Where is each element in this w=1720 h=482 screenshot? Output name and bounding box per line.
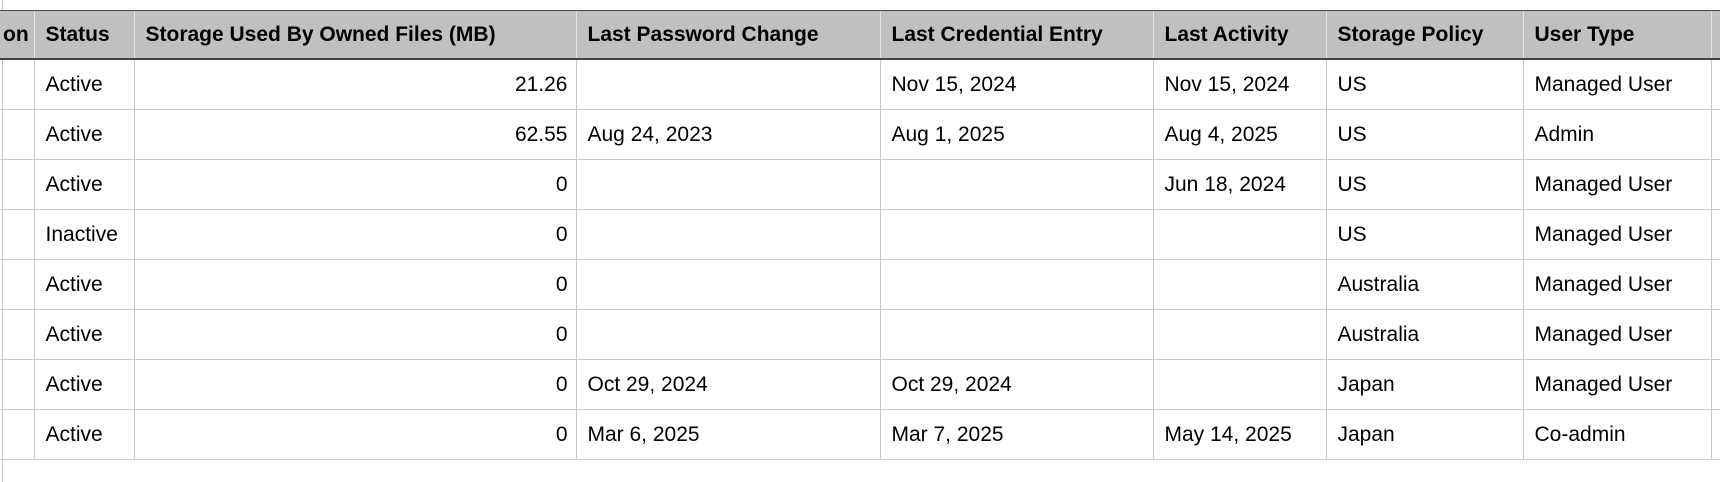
- cell-last-activity[interactable]: [1152, 309, 1327, 360]
- cell-storage-used[interactable]: 62.55: [133, 109, 577, 160]
- cell-storage-used[interactable]: 0: [133, 159, 577, 210]
- cell-last-password-change[interactable]: [575, 159, 881, 210]
- cell-storage-used[interactable]: 0: [133, 309, 577, 360]
- column-header-user-type[interactable]: User Type: [1522, 10, 1711, 60]
- column-header-next-sliver: [1710, 10, 1720, 60]
- cell-last-credential-entry[interactable]: [879, 259, 1154, 310]
- cell-status[interactable]: Active: [33, 109, 135, 160]
- cell-last-activity[interactable]: May 14, 2025: [1152, 409, 1327, 460]
- cell-next-column-sliver[interactable]: [1710, 209, 1720, 260]
- cell-last-password-change[interactable]: Aug 24, 2023: [575, 109, 881, 160]
- users-table: on Status Storage Used By Owned Files (M…: [0, 10, 1720, 460]
- cell-storage-policy[interactable]: Japan: [1325, 359, 1524, 410]
- cell-storage-used[interactable]: 0: [133, 209, 577, 260]
- cell-last-password-change[interactable]: [575, 309, 881, 360]
- cell-user-type[interactable]: Managed User: [1522, 159, 1712, 210]
- cell-last-credential-entry[interactable]: Aug 1, 2025: [879, 109, 1154, 160]
- cell-storage-policy[interactable]: Japan: [1325, 409, 1524, 460]
- cell-last-credential-entry[interactable]: Mar 7, 2025: [879, 409, 1154, 460]
- table-row[interactable]: Active 62.55 Aug 24, 2023 Aug 1, 2025 Aug 4,…: [0, 109, 1720, 160]
- cell-storage-policy[interactable]: Australia: [1325, 309, 1524, 360]
- cell-col-truncated[interactable]: [0, 58, 35, 110]
- cell-next-column-sliver[interactable]: [1710, 409, 1720, 460]
- cell-next-column-sliver[interactable]: [1710, 259, 1720, 310]
- column-header-last-password-change[interactable]: Last Password Change: [575, 10, 880, 60]
- cell-next-column-sliver[interactable]: [1710, 109, 1720, 160]
- cell-user-type[interactable]: Managed User: [1522, 259, 1712, 310]
- table-row[interactable]: Active 0 Jun 18, 2024 US Managed User: [0, 159, 1720, 210]
- cell-last-credential-entry[interactable]: [879, 209, 1154, 260]
- cell-last-activity[interactable]: Aug 4, 2025: [1152, 109, 1327, 160]
- cell-storage-policy[interactable]: Australia: [1325, 259, 1524, 310]
- cell-next-column-sliver[interactable]: [1710, 359, 1720, 410]
- cell-user-type[interactable]: Managed User: [1522, 359, 1712, 410]
- cell-storage-used[interactable]: 0: [133, 359, 577, 410]
- cell-last-credential-entry[interactable]: Oct 29, 2024: [879, 359, 1154, 410]
- cell-last-credential-entry[interactable]: [879, 159, 1154, 210]
- cell-col-truncated[interactable]: [0, 109, 35, 160]
- cell-status[interactable]: Active: [33, 359, 135, 410]
- cell-last-password-change[interactable]: Oct 29, 2024: [575, 359, 881, 410]
- cell-user-type[interactable]: Co-admin: [1522, 409, 1712, 460]
- cell-last-activity[interactable]: [1152, 359, 1327, 410]
- cell-next-column-sliver[interactable]: [1710, 309, 1720, 360]
- column-header-last-activity[interactable]: Last Activity: [1152, 10, 1326, 60]
- cell-storage-policy[interactable]: US: [1325, 209, 1524, 260]
- cell-next-column-sliver[interactable]: [1710, 58, 1720, 110]
- cell-status[interactable]: Active: [33, 159, 135, 210]
- cell-storage-used[interactable]: 0: [133, 409, 577, 460]
- cell-user-type[interactable]: Managed User: [1522, 209, 1712, 260]
- cell-last-password-change[interactable]: [575, 58, 881, 110]
- cell-last-activity[interactable]: Nov 15, 2024: [1152, 58, 1327, 110]
- table-row[interactable]: Active 0 Mar 6, 2025 Mar 7, 2025 May 14, 202…: [0, 409, 1720, 460]
- table-row[interactable]: Active 0 Australia Managed User: [0, 309, 1720, 360]
- table-header-row: on Status Storage Used By Owned Files (M…: [0, 10, 1720, 60]
- column-header-storage-policy[interactable]: Storage Policy: [1325, 10, 1523, 60]
- table-row[interactable]: Active 0 Oct 29, 2024 Oct 29, 2024 Japan Mana…: [0, 359, 1720, 410]
- cell-last-activity[interactable]: Jun 18, 2024: [1152, 159, 1327, 210]
- cell-user-type[interactable]: Admin: [1522, 109, 1712, 160]
- table-row[interactable]: Active 0 Australia Managed User: [0, 259, 1720, 310]
- column-header-status[interactable]: Status: [33, 10, 134, 60]
- cell-last-password-change[interactable]: Mar 6, 2025: [575, 409, 881, 460]
- cell-status[interactable]: Active: [33, 259, 135, 310]
- cell-col-truncated[interactable]: [0, 159, 35, 210]
- cell-storage-used[interactable]: 0: [133, 259, 577, 310]
- column-header-last-credential-entry[interactable]: Last Credential Entry: [879, 10, 1153, 60]
- cell-storage-policy[interactable]: US: [1325, 58, 1524, 110]
- cell-next-column-sliver[interactable]: [1710, 159, 1720, 210]
- cell-status[interactable]: Inactive: [33, 209, 135, 260]
- cell-status[interactable]: Active: [33, 58, 135, 110]
- table-row[interactable]: Inactive 0 US Managed User: [0, 209, 1720, 260]
- cell-col-truncated[interactable]: [0, 409, 35, 460]
- cell-last-credential-entry[interactable]: [879, 309, 1154, 360]
- cell-storage-policy[interactable]: US: [1325, 159, 1524, 210]
- cell-user-type[interactable]: Managed User: [1522, 58, 1712, 110]
- cell-last-credential-entry[interactable]: Nov 15, 2024: [879, 58, 1154, 110]
- column-header-truncated[interactable]: on: [0, 10, 34, 60]
- cell-col-truncated[interactable]: [0, 309, 35, 360]
- cell-status[interactable]: Active: [33, 409, 135, 460]
- table-row[interactable]: Active 21.26 Nov 15, 2024 Nov 15, 2024 US Man…: [0, 58, 1720, 110]
- cell-col-truncated[interactable]: [0, 259, 35, 310]
- cell-last-activity[interactable]: [1152, 209, 1327, 260]
- table-body: Active 21.26 Nov 15, 2024 Nov 15, 2024 US Man…: [0, 58, 1720, 460]
- column-header-storage-used[interactable]: Storage Used By Owned Files (MB): [133, 10, 576, 60]
- cell-user-type[interactable]: Managed User: [1522, 309, 1712, 360]
- cell-col-truncated[interactable]: [0, 359, 35, 410]
- cell-last-password-change[interactable]: [575, 259, 881, 310]
- cell-col-truncated[interactable]: [0, 209, 35, 260]
- cell-last-password-change[interactable]: [575, 209, 881, 260]
- cell-last-activity[interactable]: [1152, 259, 1327, 310]
- cell-status[interactable]: Active: [33, 309, 135, 360]
- cell-storage-used[interactable]: 21.26: [133, 58, 577, 110]
- cell-storage-policy[interactable]: US: [1325, 109, 1524, 160]
